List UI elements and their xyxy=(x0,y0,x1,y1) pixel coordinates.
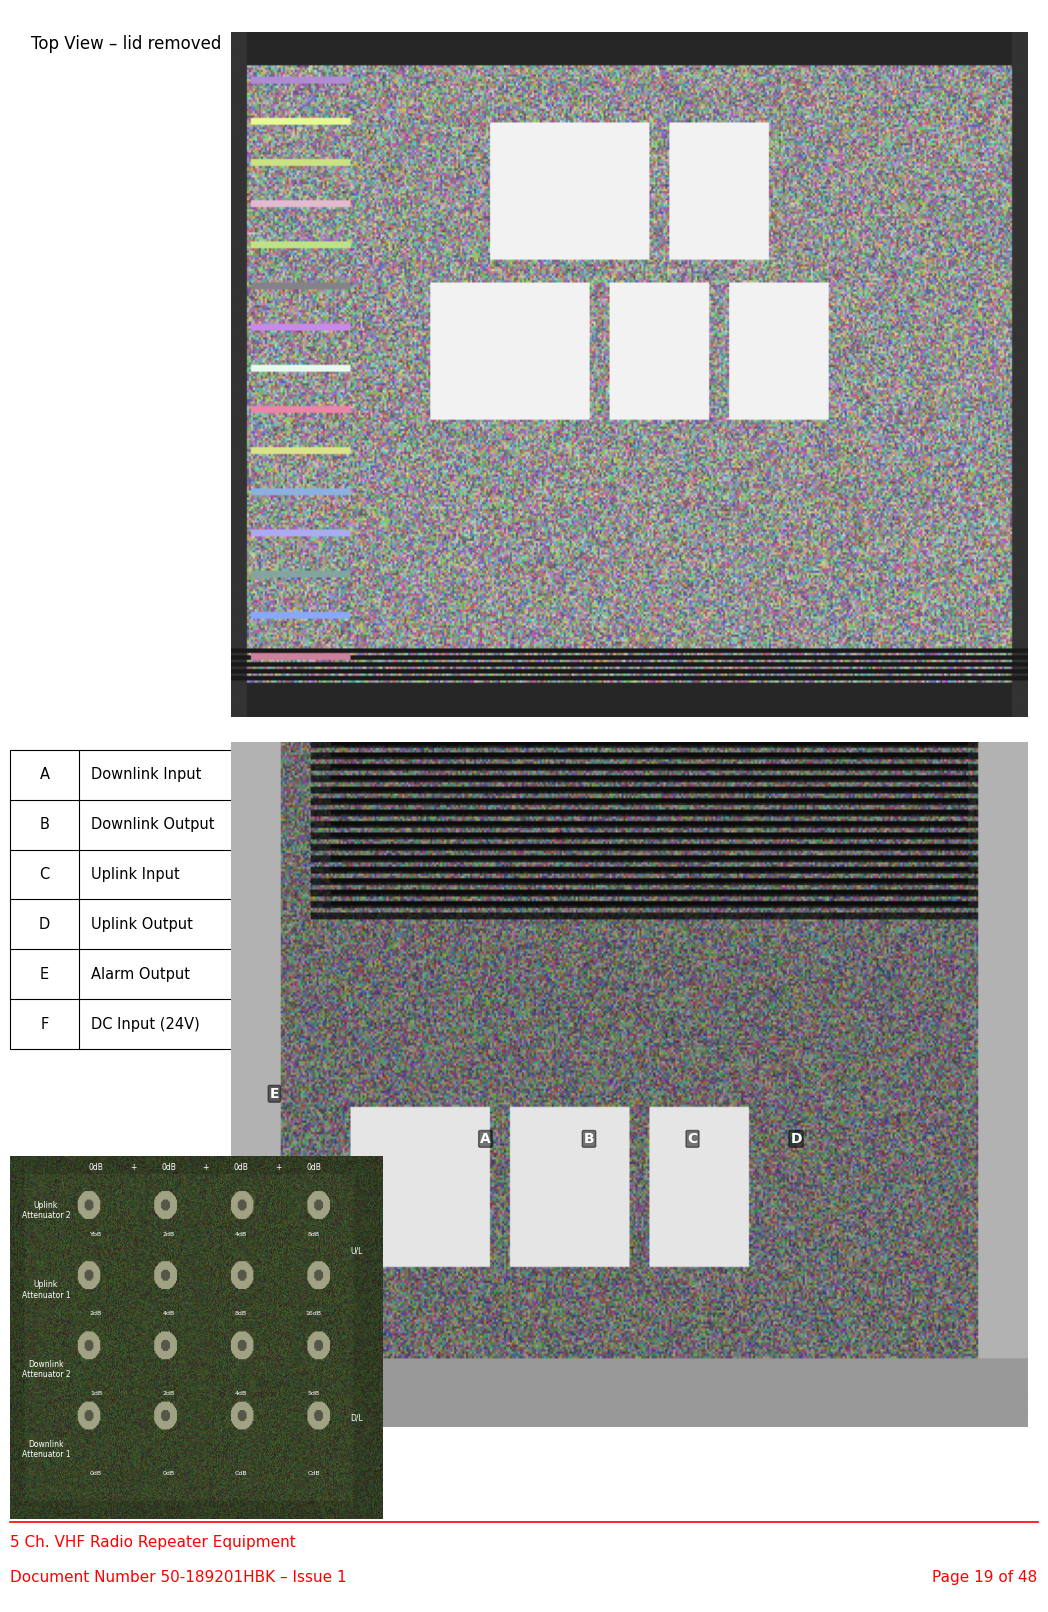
Text: CdB: CdB xyxy=(235,1472,247,1477)
Text: 0dB: 0dB xyxy=(162,1472,175,1477)
Text: YbB: YbB xyxy=(90,1232,102,1236)
Text: F: F xyxy=(41,1017,48,1032)
Text: DC Input (24V): DC Input (24V) xyxy=(91,1017,200,1032)
Text: 5 Ch. VHF Radio Repeater Equipment: 5 Ch. VHF Radio Repeater Equipment xyxy=(10,1535,297,1549)
Text: 0dB: 0dB xyxy=(161,1164,176,1172)
Text: Document Number 50-189201HBK – Issue 1: Document Number 50-189201HBK – Issue 1 xyxy=(10,1570,347,1585)
Text: Uplink Output: Uplink Output xyxy=(91,917,193,932)
Text: 0dB: 0dB xyxy=(234,1164,248,1172)
Text: +: + xyxy=(202,1164,209,1172)
Text: U/L: U/L xyxy=(350,1246,363,1256)
Text: 1dB: 1dB xyxy=(90,1391,102,1396)
Text: 0dB: 0dB xyxy=(306,1164,321,1172)
Text: Downlink Output: Downlink Output xyxy=(91,817,215,832)
Text: Page 19 of 48: Page 19 of 48 xyxy=(933,1570,1038,1585)
Text: Uplink
Attenuator 1: Uplink Attenuator 1 xyxy=(22,1280,70,1299)
Text: 16dB: 16dB xyxy=(306,1312,322,1317)
Text: C: C xyxy=(687,1132,698,1146)
Text: D: D xyxy=(39,917,50,932)
Text: +: + xyxy=(130,1164,136,1172)
Text: Downlink Input: Downlink Input xyxy=(91,767,201,782)
Text: CdB: CdB xyxy=(307,1472,320,1477)
Text: D/L: D/L xyxy=(350,1414,363,1422)
Text: 4dB: 4dB xyxy=(235,1232,247,1236)
Text: 2dB: 2dB xyxy=(90,1312,102,1317)
Text: D: D xyxy=(790,1132,802,1146)
Text: 0dB: 0dB xyxy=(90,1472,102,1477)
Text: Uplink Input: Uplink Input xyxy=(91,867,180,882)
Text: Close-up of attenuator switches: Close-up of attenuator switches xyxy=(419,1309,683,1328)
Text: 0dB: 0dB xyxy=(89,1164,104,1172)
Text: E: E xyxy=(40,967,49,982)
Text: Top View – lid removed: Top View – lid removed xyxy=(31,35,222,53)
Text: 2dB: 2dB xyxy=(162,1232,175,1236)
Text: Downlink
Attenuator 1: Downlink Attenuator 1 xyxy=(22,1440,70,1459)
Text: Alarm Output: Alarm Output xyxy=(91,967,190,982)
Text: A: A xyxy=(40,767,49,782)
Text: 4dB: 4dB xyxy=(162,1312,175,1317)
Text: Uplink
Attenuator 2: Uplink Attenuator 2 xyxy=(22,1201,70,1220)
Text: 5dB: 5dB xyxy=(308,1391,320,1396)
Text: C: C xyxy=(40,867,49,882)
Text: E: E xyxy=(269,1086,279,1101)
Text: F: F xyxy=(282,1333,291,1348)
Text: 4dB: 4dB xyxy=(235,1391,247,1396)
Text: Downlink
Attenuator 2: Downlink Attenuator 2 xyxy=(22,1361,70,1380)
Text: +: + xyxy=(276,1164,282,1172)
Text: B: B xyxy=(584,1132,594,1146)
Text: 8dB: 8dB xyxy=(308,1232,320,1236)
Text: 2dB: 2dB xyxy=(162,1391,175,1396)
Text: A: A xyxy=(480,1132,490,1146)
Text: 8dB: 8dB xyxy=(235,1312,247,1317)
Bar xyxy=(10,750,293,1049)
Text: B: B xyxy=(40,817,49,832)
